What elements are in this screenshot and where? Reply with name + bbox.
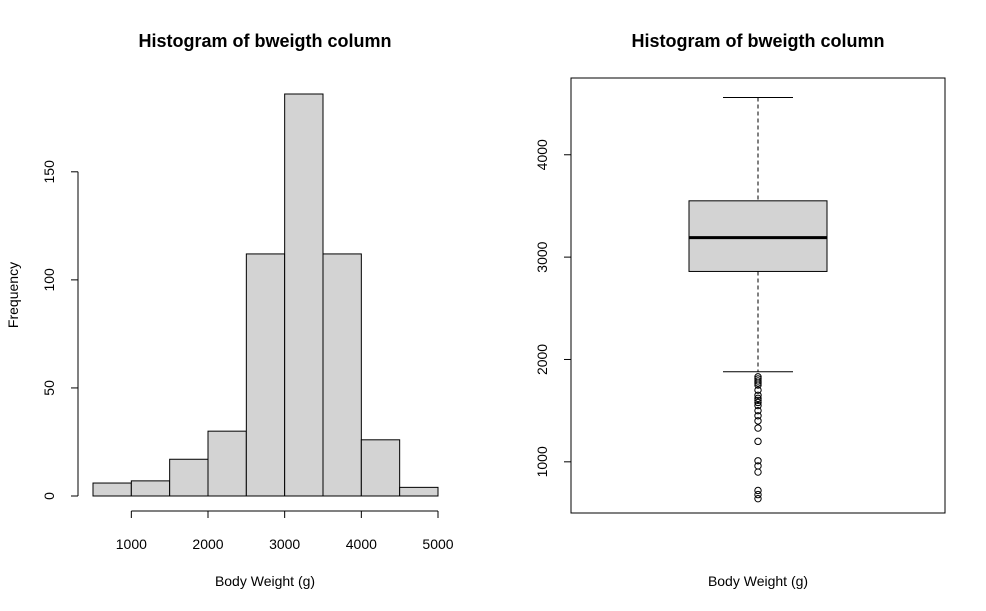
histogram-bar [130, 480, 171, 497]
boxplot-y-tick-label: 1000 [534, 446, 550, 477]
boxplot-outlier-point [754, 379, 762, 387]
boxplot-outlier-point [754, 381, 762, 389]
boxplot-panel: Histogram of bweigth column 1000 2000 3000… [534, 31, 946, 589]
histogram-bars [92, 93, 439, 497]
histogram-bar [245, 253, 286, 497]
histogram-bar [169, 458, 209, 497]
boxplot-outlier-point [754, 417, 762, 425]
histogram-bar [207, 430, 247, 497]
boxplot-outlier-point [754, 412, 762, 420]
boxplot-outlier-point [754, 468, 762, 476]
histogram-y-tick-label: 50 [41, 380, 57, 396]
boxplot-outlier-point [754, 401, 762, 410]
histogram-bar [399, 486, 439, 497]
boxplot-outlier-point [754, 398, 762, 407]
boxplot-outlier-point [754, 424, 762, 432]
boxplot-outlier-point [754, 391, 762, 399]
boxplot-y-axis: 1000 2000 3000 4000 [534, 139, 572, 477]
histogram-y-tick-label: 0 [41, 492, 57, 500]
boxplot-y-tick-label: 3000 [534, 241, 550, 272]
histogram-y-label: Frequency [5, 262, 21, 328]
histogram-x-tick-label: 2000 [192, 536, 223, 552]
boxplot-x-label: Body Weight (g) [708, 573, 808, 589]
boxplot-outlier-point [754, 457, 762, 465]
histogram-bar [92, 482, 132, 497]
boxplot-outlier-point [754, 486, 762, 495]
histogram-title: Histogram of bweigth column [138, 31, 391, 51]
histogram-y-tick-label: 150 [41, 160, 57, 184]
histogram-x-tick-label: 5000 [422, 536, 453, 552]
histogram-bar [360, 439, 401, 497]
histogram-bar [284, 93, 324, 497]
histogram-x-tick-label: 3000 [269, 536, 300, 552]
histogram-x-axis: 1000 2000 3000 4000 5000 [116, 510, 454, 552]
histogram-x-tick-label: 4000 [346, 536, 377, 552]
histogram-x-tick-label: 1000 [116, 536, 147, 552]
histogram-x-label: Body Weight (g) [215, 573, 315, 589]
histogram-y-axis: 0 50 100 150 [41, 160, 79, 500]
histogram-bar [322, 253, 362, 497]
boxplot-outlier-point [754, 386, 762, 394]
boxplot-title: Histogram of bweigth column [631, 31, 884, 51]
boxplot-outlier-point [754, 394, 762, 403]
boxplot-outlier-point [754, 494, 762, 503]
boxplot-marks [688, 96, 828, 503]
histogram-y-tick-label: 100 [41, 268, 57, 292]
boxplot-outlier-point [754, 437, 762, 446]
boxplot-y-tick-label: 4000 [534, 139, 550, 170]
boxplot-outlier-point [754, 377, 762, 385]
boxplot-outlier-point [754, 490, 762, 499]
boxplot-outlier-point [754, 406, 762, 415]
boxplot-box [688, 200, 828, 272]
histogram-panel: Histogram of bweigth column 1000 2000 3000… [5, 31, 454, 589]
boxplot-y-tick-label: 2000 [534, 344, 550, 375]
boxplot-outlier-point [754, 396, 762, 405]
